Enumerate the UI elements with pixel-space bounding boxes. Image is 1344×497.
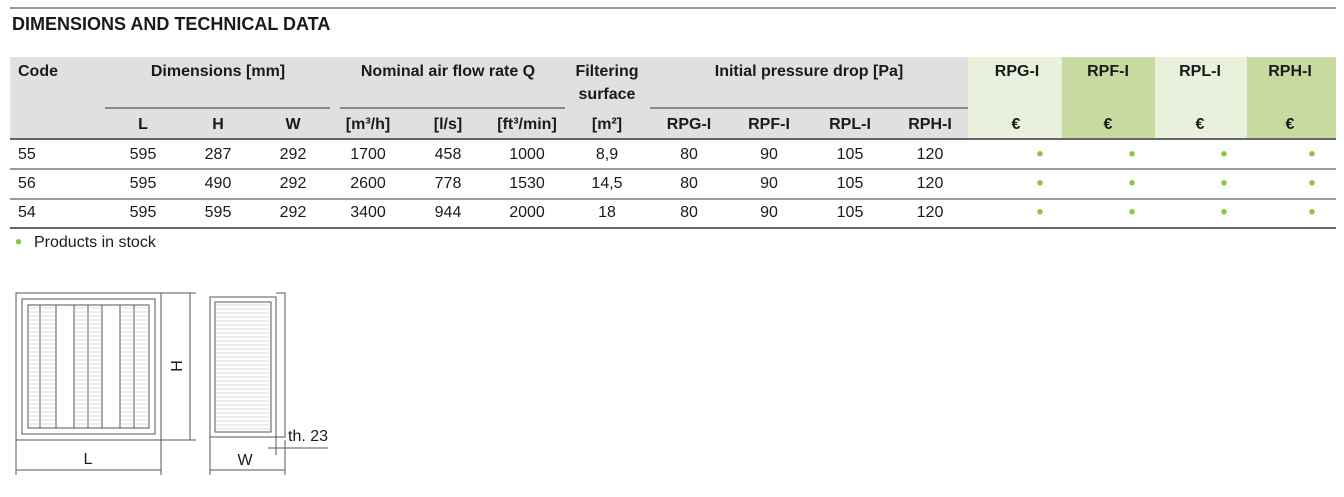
cell: 18	[598, 204, 616, 221]
cell: 292	[280, 146, 307, 163]
sub-header: [ft³/min]	[497, 116, 557, 133]
cell: 14,5	[591, 175, 622, 192]
stock-bullet: •	[1036, 201, 1043, 223]
cell: 105	[837, 175, 864, 192]
cell: 90	[760, 175, 778, 192]
stock-bullet: •	[1128, 172, 1135, 194]
cell: 120	[917, 204, 944, 221]
sub-header: RPL-I	[829, 116, 871, 133]
cell: 292	[280, 175, 307, 192]
group-header: Nominal air flow rate Q	[361, 63, 535, 80]
cell: 292	[280, 204, 307, 221]
legend-bullet: •	[15, 231, 22, 253]
cell: 1000	[509, 146, 545, 163]
cell: 595	[205, 204, 232, 221]
header-bg-rpl	[1155, 57, 1247, 138]
cell: 287	[205, 146, 232, 163]
cell: 490	[205, 175, 232, 192]
cell: 458	[435, 146, 462, 163]
cell: 1700	[350, 146, 386, 163]
group-header: RPF-I	[1087, 63, 1129, 80]
cell: 105	[837, 204, 864, 221]
sub-header: W	[285, 116, 301, 133]
stock-bullet: •	[1220, 143, 1227, 165]
group-header: Code	[18, 63, 58, 80]
sub-header: RPG-I	[667, 116, 711, 133]
header-bg-rph	[1247, 57, 1336, 138]
cell: 8,9	[596, 146, 618, 163]
group-header: RPL-I	[1179, 63, 1221, 80]
cell: 595	[130, 146, 157, 163]
cell: 80	[680, 175, 698, 192]
stock-bullet: •	[1220, 201, 1227, 223]
cell: 778	[435, 175, 462, 192]
front-view	[15, 292, 196, 475]
group-header: RPG-I	[995, 63, 1039, 80]
stock-bullet: •	[1308, 201, 1315, 223]
stock-bullet: •	[1220, 172, 1227, 194]
section-title: DIMENSIONS AND TECHNICAL DATA	[12, 14, 330, 34]
header-rules	[10, 107, 1336, 229]
sub-header: €	[1104, 116, 1113, 133]
cell: 90	[760, 146, 778, 163]
group-header-text: Filtering surface	[575, 63, 639, 103]
cell: 80	[680, 146, 698, 163]
group-header: Filtering surface	[575, 63, 639, 103]
cell: 56	[18, 175, 36, 192]
cell: 80	[680, 204, 698, 221]
sub-header: RPF-I	[748, 116, 790, 133]
group-header: Dimensions [mm]	[151, 63, 285, 80]
sub-header: [m³/h]	[346, 116, 390, 133]
group-header: RPH-I	[1268, 63, 1312, 80]
cell: 105	[837, 146, 864, 163]
header-bg	[10, 57, 968, 138]
side-view	[209, 292, 328, 475]
cell: 55	[18, 146, 36, 163]
cell: 120	[917, 175, 944, 192]
length-label: L	[84, 451, 93, 468]
sub-header: H	[212, 116, 224, 133]
legend-text: Products in stock	[34, 234, 157, 251]
stock-bullet: •	[1128, 143, 1135, 165]
sub-header: L	[138, 116, 148, 133]
sub-header: [m²]	[592, 116, 622, 133]
stock-bullet: •	[1036, 143, 1043, 165]
cell: 944	[435, 204, 462, 221]
sub-header: RPH-I	[908, 116, 952, 133]
header-bg-rpg	[968, 57, 1062, 138]
sub-header: [l/s]	[434, 116, 462, 133]
cell: 120	[917, 146, 944, 163]
stock-bullet: •	[1308, 172, 1315, 194]
cell: 1530	[509, 175, 545, 192]
cell: 3400	[350, 204, 386, 221]
cell: 595	[130, 175, 157, 192]
height-label: H	[169, 360, 186, 372]
pleat-hatch	[29, 304, 270, 430]
stock-bullet: •	[1128, 201, 1135, 223]
thickness-label: th. 23	[288, 428, 328, 445]
cell: 90	[760, 204, 778, 221]
cell: 2600	[350, 175, 386, 192]
sub-header: €	[1012, 116, 1021, 133]
sub-header: €	[1196, 116, 1205, 133]
cell: 2000	[509, 204, 545, 221]
sub-header: €	[1286, 116, 1295, 133]
stock-bullet: •	[1308, 143, 1315, 165]
cell: 595	[130, 204, 157, 221]
cell: 54	[18, 204, 36, 221]
stock-bullet: •	[1036, 172, 1043, 194]
group-header: Initial pressure drop [Pa]	[715, 63, 903, 80]
header-bg-rpf	[1062, 57, 1155, 138]
width-label: W	[237, 452, 253, 469]
